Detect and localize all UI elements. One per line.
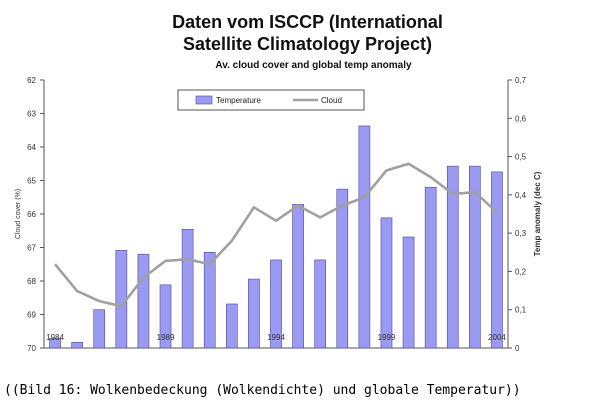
left-tick-label: 67 bbox=[27, 244, 36, 253]
left-tick-label: 68 bbox=[27, 277, 36, 286]
temperature-bar bbox=[424, 186, 437, 349]
temperature-bar bbox=[248, 278, 260, 349]
right-tick-label: 0,3 bbox=[515, 229, 527, 238]
right-tick-label: 0,1 bbox=[515, 306, 527, 315]
temperature-bar bbox=[446, 165, 459, 349]
temperature-bar bbox=[137, 253, 150, 349]
chart-subtitle: Av. cloud cover and global temp anomaly bbox=[215, 60, 412, 71]
right-tick-label: 0,6 bbox=[515, 114, 527, 123]
temperature-bar bbox=[314, 259, 327, 349]
right-tick-label: 0,5 bbox=[515, 153, 527, 162]
temperature-bar bbox=[49, 338, 61, 349]
temperature-bar bbox=[491, 171, 503, 349]
legend-swatch-temperature bbox=[195, 95, 213, 105]
left-tick-label: 64 bbox=[27, 143, 36, 152]
temperature-bar bbox=[270, 259, 282, 349]
temperature-bar bbox=[469, 165, 481, 349]
left-axis-label: Cloud cover (%) bbox=[15, 189, 22, 239]
left-tick-label: 66 bbox=[27, 210, 36, 219]
temperature-bar bbox=[292, 204, 304, 349]
right-tick-label: 0 bbox=[515, 344, 520, 353]
figure-caption: ((Bild 16: Wolkenbedeckung (Wolkendichte… bbox=[4, 383, 521, 398]
cloud-line bbox=[54, 162, 498, 308]
right-axis-label: Temp anomaly (dec C) bbox=[533, 171, 542, 256]
chart-title-line-2: Satellite Climatology Project) bbox=[182, 34, 433, 54]
left-tick-label: 69 bbox=[27, 311, 36, 320]
temperature-bar bbox=[225, 303, 238, 349]
temperature-bar bbox=[159, 284, 172, 349]
left-tick-label: 63 bbox=[27, 110, 36, 119]
x-tick-label: 1994 bbox=[267, 333, 285, 342]
x-tick-label: 1999 bbox=[378, 333, 396, 342]
left-tick-label: 62 bbox=[27, 76, 36, 85]
x-tick-label: 1984 bbox=[46, 333, 64, 342]
temperature-bar bbox=[93, 309, 106, 349]
right-tick-label: 0,7 bbox=[515, 76, 527, 85]
temperature-bar bbox=[336, 188, 349, 349]
temperature-bar bbox=[71, 341, 83, 349]
left-tick-label: 65 bbox=[27, 177, 36, 186]
temperature-bar bbox=[402, 236, 415, 349]
right-tick-label: 0,2 bbox=[515, 267, 527, 276]
temperature-bar bbox=[380, 217, 393, 349]
legend-box bbox=[177, 89, 365, 111]
legend-label-temperature: Temperature bbox=[216, 96, 261, 105]
temperature-bar bbox=[358, 125, 371, 349]
x-tick-label: 2004 bbox=[488, 333, 506, 342]
temperature-bar bbox=[203, 251, 216, 349]
legend-label-cloud: Cloud bbox=[321, 96, 342, 105]
left-tick-label: 70 bbox=[27, 344, 36, 353]
x-tick-label: 1989 bbox=[157, 333, 175, 342]
chart-title-line-1: Daten vom ISCCP (International bbox=[172, 12, 443, 32]
right-tick-label: 0,4 bbox=[515, 191, 527, 200]
temperature-bar bbox=[181, 229, 194, 349]
